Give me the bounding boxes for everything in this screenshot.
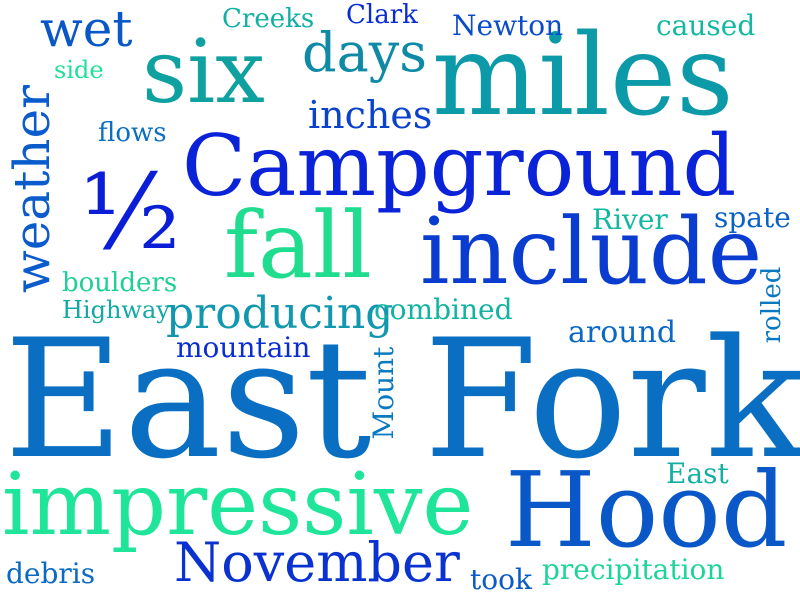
- word-river: River: [592, 203, 668, 236]
- word-campground: Campground: [182, 117, 737, 215]
- word-east-fork: East Fork: [4, 304, 800, 495]
- word-flows: flows: [98, 118, 167, 148]
- word-boulders: boulders: [62, 268, 178, 298]
- word-include: include: [420, 198, 763, 305]
- word-combined: combined: [374, 293, 513, 326]
- word-wet: wet: [40, 0, 133, 58]
- word-caused: caused: [656, 9, 756, 42]
- word-november: November: [174, 531, 460, 594]
- word-creeks: Creeks: [222, 4, 315, 34]
- word-hood: Hood: [505, 449, 788, 571]
- word-inches: inches: [308, 93, 433, 137]
- word-miles: miles: [432, 11, 734, 141]
- word-half: ½: [80, 151, 181, 273]
- word-six: six: [142, 20, 265, 123]
- word-mount: Mount: [367, 346, 400, 440]
- word-impressive: impressive: [2, 455, 474, 555]
- word-clark: Clark: [346, 0, 418, 30]
- word-weather: weather: [3, 85, 61, 293]
- word-took: took: [470, 563, 532, 596]
- word-days: days: [302, 21, 427, 84]
- word-producing: producing: [166, 288, 394, 339]
- word-newton: Newton: [452, 9, 564, 42]
- word-rolled: rolled: [757, 266, 787, 344]
- word-east: East: [666, 457, 729, 490]
- word-mountain: mountain: [176, 331, 311, 364]
- word-side: side: [54, 56, 104, 84]
- word-fall: fall: [224, 192, 372, 299]
- word-highway: Highway: [62, 296, 170, 324]
- word-spate: spate: [714, 201, 791, 234]
- word-around: around: [568, 315, 677, 350]
- word-debris: debris: [6, 557, 96, 590]
- word-precipitation: precipitation: [542, 553, 725, 586]
